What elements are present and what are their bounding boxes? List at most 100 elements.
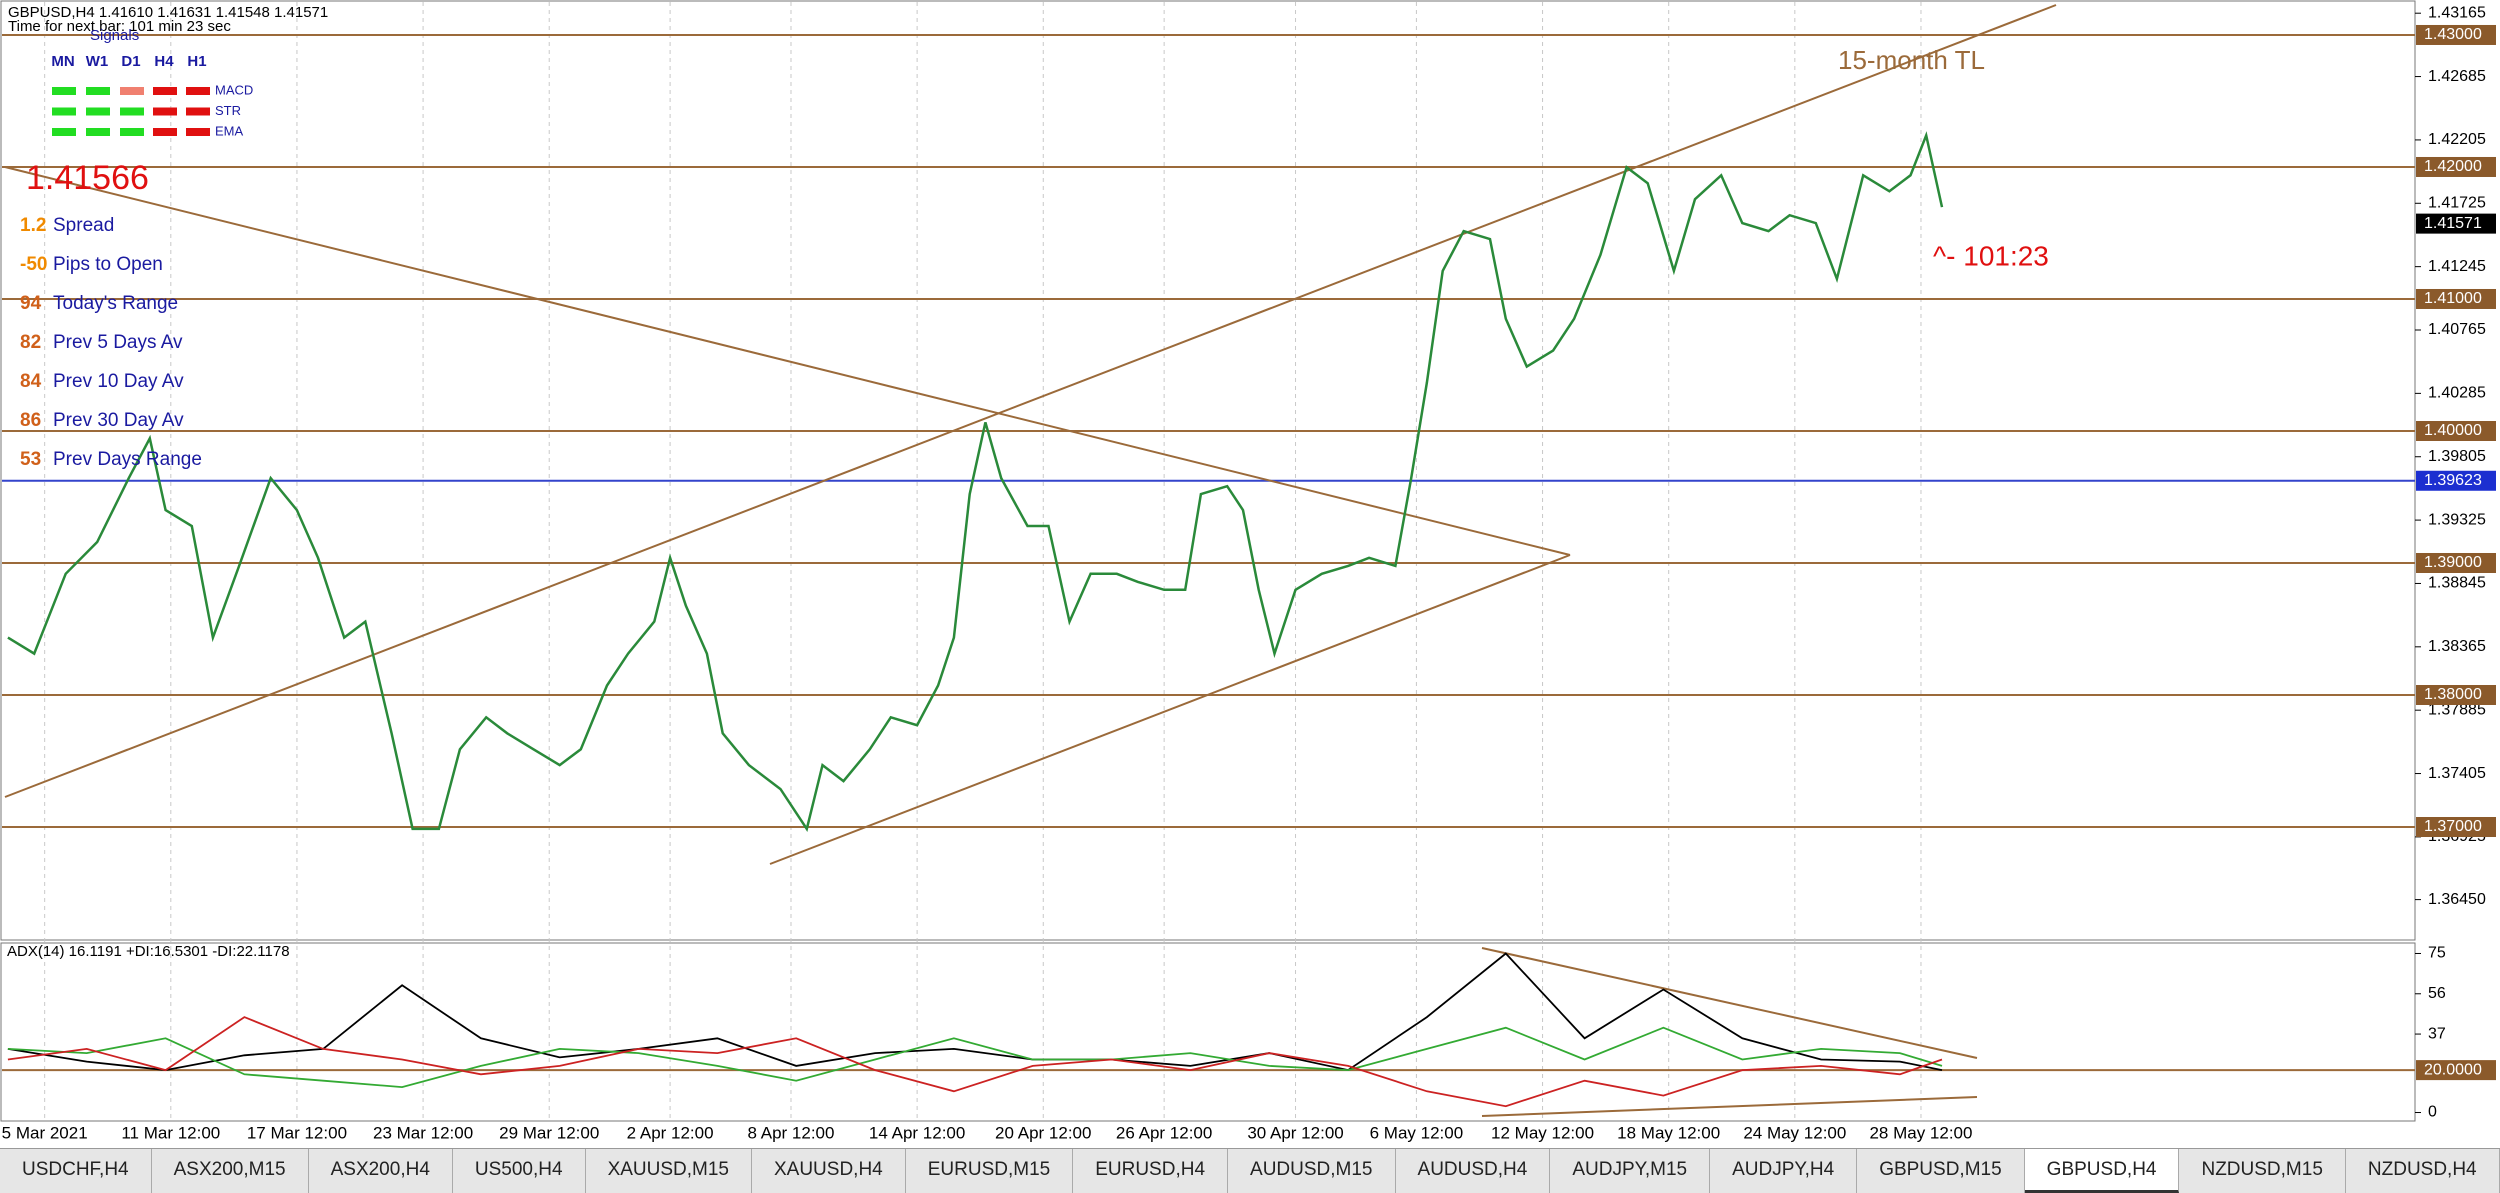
y-tick-label: 1.36450 bbox=[2428, 891, 2486, 908]
level-box bbox=[2416, 817, 2496, 838]
signal-square bbox=[120, 87, 144, 95]
symbol-tab[interactable]: NZDUSD,M15 bbox=[2179, 1149, 2346, 1193]
adx-panel bbox=[0, 942, 2416, 1122]
x-tick-label: 6 May 12:00 bbox=[1370, 1123, 1464, 1142]
x-tick-label: 24 May 12:00 bbox=[1743, 1123, 1846, 1142]
trendline-upper bbox=[4, 4, 2057, 798]
x-tick-label: 12 May 12:00 bbox=[1491, 1123, 1594, 1142]
stat-value: 86 bbox=[20, 410, 41, 431]
current-price-label: 1.41571 bbox=[2424, 215, 2482, 232]
timeframe-label: D1 bbox=[121, 53, 140, 70]
timeframe-label: MN bbox=[51, 53, 74, 70]
x-tick-label: 29 Mar 12:00 bbox=[499, 1123, 599, 1142]
x-tick-label: 5 Mar 2021 bbox=[2, 1123, 88, 1142]
adx-line bbox=[7, 1026, 1943, 1089]
adx-trendline-upper bbox=[1481, 947, 1978, 1059]
level-box bbox=[2416, 156, 2496, 177]
x-tick-label: 14 Apr 12:00 bbox=[869, 1123, 965, 1142]
big-price: 1.41566 bbox=[26, 159, 149, 197]
x-tick-label: 8 Apr 12:00 bbox=[748, 1123, 835, 1142]
bar-timer: Time for next bar: 101 min 23 sec bbox=[8, 18, 231, 35]
level-box bbox=[2416, 552, 2496, 573]
x-tick-label: 11 Mar 12:00 bbox=[121, 1123, 220, 1142]
symbol-tab[interactable]: ASX200,M15 bbox=[152, 1149, 309, 1193]
symbol-tab[interactable]: US500,H4 bbox=[453, 1149, 586, 1193]
trendline-rising bbox=[769, 554, 1571, 865]
adx-level-label: 20.0000 bbox=[2424, 1061, 2482, 1078]
y-tick-label: 1.37885 bbox=[2428, 701, 2486, 718]
trendline-descending bbox=[4, 166, 1571, 556]
signal-square bbox=[186, 107, 210, 116]
y-tick-label: 1.42205 bbox=[2428, 131, 2486, 148]
y-tick-label: 1.42685 bbox=[2428, 68, 2486, 85]
y-tick-label: 1.39805 bbox=[2428, 448, 2486, 465]
symbol-tab[interactable]: NZDUSD,H4 bbox=[2346, 1149, 2500, 1193]
stat-label: Pips to Open bbox=[53, 254, 163, 275]
signal-square bbox=[52, 87, 76, 95]
x-tick-label: 20 Apr 12:00 bbox=[995, 1123, 1091, 1142]
adx-y-tick-label: 0 bbox=[2428, 1104, 2437, 1121]
symbol-tab[interactable]: AUDJPY,H4 bbox=[1710, 1149, 1858, 1193]
adx-y-tick-label: 37 bbox=[2428, 1025, 2446, 1042]
symbol-tab[interactable]: GBPUSD,H4 bbox=[2024, 1149, 2180, 1193]
stat-value: 53 bbox=[20, 449, 41, 470]
x-tick-label: 26 Apr 12:00 bbox=[1116, 1123, 1212, 1142]
timeframe-label: W1 bbox=[86, 53, 109, 70]
signal-square bbox=[153, 128, 177, 136]
stat-value: 1.2 bbox=[20, 215, 46, 236]
level-box bbox=[2416, 24, 2496, 45]
symbol-line: GBPUSD,H4 1.41610 1.41631 1.41548 1.4157… bbox=[8, 4, 328, 21]
stat-label: Prev 10 Day Av bbox=[53, 371, 184, 392]
y-tick-label: 1.40765 bbox=[2428, 321, 2486, 338]
level-box bbox=[2416, 685, 2496, 706]
symbol-tab[interactable]: AUDUSD,H4 bbox=[1396, 1149, 1551, 1193]
stat-value: 84 bbox=[20, 371, 42, 392]
signal-name: EMA bbox=[215, 123, 244, 138]
timer-annotation: ^- 101:23 bbox=[1933, 240, 2049, 271]
background bbox=[0, 0, 2500, 1148]
stat-label: Spread bbox=[53, 215, 114, 236]
level-label: 1.40000 bbox=[2424, 422, 2482, 439]
price-panel bbox=[0, 0, 2416, 941]
signal-square bbox=[52, 128, 76, 136]
x-tick-label: 18 May 12:00 bbox=[1617, 1123, 1720, 1142]
symbol-tab[interactable]: ASX200,H4 bbox=[309, 1149, 453, 1193]
y-tick-label: 1.43165 bbox=[2428, 4, 2486, 21]
level-label: 1.42000 bbox=[2424, 158, 2482, 175]
adx-level-box bbox=[2416, 1060, 2496, 1081]
level-label: 1.39000 bbox=[2424, 554, 2482, 571]
symbol-tab[interactable]: XAUUSD,H4 bbox=[752, 1149, 906, 1193]
adx-line bbox=[7, 952, 1943, 1072]
symbol-tab[interactable]: EURUSD,H4 bbox=[1073, 1149, 1229, 1193]
level-label: 1.38000 bbox=[2424, 686, 2482, 703]
stat-label: Prev Days Range bbox=[53, 449, 202, 470]
blue-level-label: 1.39623 bbox=[2424, 472, 2482, 489]
signals-panel: MN W1 D1 H4 H1 MACD STR EMA bbox=[51, 53, 253, 138]
signals-title: Signals bbox=[90, 27, 139, 44]
symbol-tab[interactable]: AUDUSD,M15 bbox=[1228, 1149, 1396, 1193]
stat-label: Prev 30 Day Av bbox=[53, 410, 184, 431]
signal-square bbox=[153, 107, 177, 116]
stat-value: 94 bbox=[20, 293, 42, 314]
signal-square bbox=[153, 87, 177, 95]
y-tick-label: 1.37405 bbox=[2428, 765, 2486, 782]
symbol-tab[interactable]: AUDJPY,M15 bbox=[1550, 1149, 1711, 1193]
chart-window: 5 Mar 2021 11 Mar 12:00 17 Mar 12:00 23 Mar… bbox=[0, 0, 2500, 1148]
adx-title: ADX(14) 16.1191 +DI:16.5301 -DI:22.1178 bbox=[7, 943, 290, 960]
stat-value: 82 bbox=[20, 332, 41, 353]
symbol-tabs: USDCHF,H4 ASX200,M15 ASX200,H4 US500,H4 XAUU… bbox=[0, 1148, 2500, 1193]
current-price-box bbox=[2416, 213, 2496, 234]
symbol-tab[interactable]: USDCHF,H4 bbox=[0, 1149, 152, 1193]
symbol-tab[interactable]: GBPUSD,M15 bbox=[1857, 1149, 2025, 1193]
adx-y-tick-label: 75 bbox=[2428, 945, 2446, 962]
adx-y-tick-label: 56 bbox=[2428, 985, 2446, 1002]
timeframe-label: H1 bbox=[187, 53, 206, 70]
signal-name: STR bbox=[215, 103, 241, 118]
signal-name: MACD bbox=[215, 82, 253, 97]
stat-value: -50 bbox=[20, 254, 47, 275]
symbol-tab[interactable]: EURUSD,M15 bbox=[906, 1149, 1074, 1193]
stat-label: Prev 5 Days Av bbox=[53, 332, 183, 353]
symbol-tab[interactable]: XAUUSD,M15 bbox=[586, 1149, 752, 1193]
x-tick-label: 30 Apr 12:00 bbox=[1247, 1123, 1343, 1142]
